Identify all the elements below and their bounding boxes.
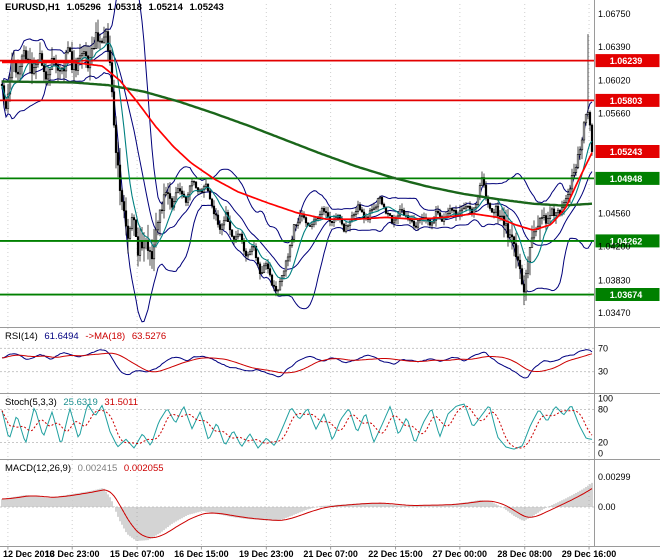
macd-signal-line <box>1 488 593 539</box>
rsi-ma-line <box>1 352 593 374</box>
time-tick-label: 16 Dec 15:00 <box>174 549 229 559</box>
rsi-line <box>1 349 593 379</box>
stoch-signal-line <box>1 405 593 449</box>
pane-separators <box>0 0 660 547</box>
level-price-label: 1.05803 <box>610 96 643 106</box>
macd-tick-label: 0.00299 <box>598 472 631 482</box>
rsi-tick-label: 70 <box>598 343 608 353</box>
stoch-tick-label: 80 <box>598 404 608 414</box>
price-tick-label: 1.05660 <box>598 108 631 118</box>
macd-tick-label: 0.00 <box>598 502 616 512</box>
support-resistance-lines[interactable] <box>0 59 594 296</box>
level-price-label-box <box>595 288 660 301</box>
level-price-label: 1.04948 <box>610 174 643 184</box>
level-price-label: 1.06239 <box>610 56 643 66</box>
bb-middle <box>1 50 593 270</box>
level-price-label: 1.04262 <box>610 236 643 246</box>
level-price-label-box <box>595 54 660 68</box>
bb-upper <box>1 0 593 244</box>
ma-fast-teal <box>1 42 593 280</box>
time-tick-label: 15 Dec 07:00 <box>110 549 165 559</box>
price-tick-label: 1.06390 <box>598 42 631 52</box>
price-tick-label: 1.03470 <box>598 308 631 318</box>
level-price-label-box <box>595 171 660 185</box>
stoch-tick-label: 100 <box>598 393 613 403</box>
time-tick-label: 19 Dec 23:00 <box>239 549 294 559</box>
rsi-pane[interactable] <box>0 347 594 379</box>
macd-pane[interactable] <box>0 482 594 541</box>
level-price-label: 1.03674 <box>610 290 643 300</box>
current-price-label: 1.05243 <box>610 147 643 157</box>
time-tick-label: 27 Dec 00:00 <box>433 549 488 559</box>
stoch-main-line <box>1 403 593 450</box>
price-tick-label: 1.04560 <box>598 209 631 219</box>
candlesticks <box>0 19 594 306</box>
moving-average-lines <box>1 42 593 280</box>
time-tick-label: 22 Dec 15:00 <box>368 549 423 559</box>
price-tick-label: 1.04200 <box>598 242 631 252</box>
ma-red <box>2 61 593 231</box>
time-tick-label: 13 Dec 23:00 <box>45 549 100 559</box>
price-scale[interactable]: 1.06239 1.05803 1.05243 1.04948 1.04262 1.036… <box>595 9 660 512</box>
bb-lower <box>1 72 593 323</box>
candle-bodies-up <box>6 31 590 293</box>
stoch-tick-label: 20 <box>598 438 608 448</box>
rsi-tick-label: 30 <box>598 367 608 377</box>
price-tick-label: 1.06020 <box>598 76 631 86</box>
macd-histogram <box>1 482 593 541</box>
stoch-tick-label: 0 <box>598 449 603 459</box>
time-tick-label: 12 Dec 2016 <box>3 549 55 559</box>
main-price-pane[interactable] <box>0 0 594 323</box>
time-tick-label: 29 Dec 16:00 <box>562 549 617 559</box>
stochastic-pane[interactable] <box>0 403 594 450</box>
level-price-label-box <box>595 93 660 107</box>
time-tick-label: 28 Dec 08:00 <box>497 549 552 559</box>
current-price-label-box <box>595 145 660 158</box>
price-tick-label: 1.03830 <box>598 275 631 285</box>
bollinger-bands <box>1 0 593 323</box>
level-price-label-box <box>595 234 660 248</box>
time-tick-label: 21 Dec 07:00 <box>303 549 358 559</box>
ma-slow-green <box>2 80 593 207</box>
price-tick-label: 1.06750 <box>598 9 631 19</box>
